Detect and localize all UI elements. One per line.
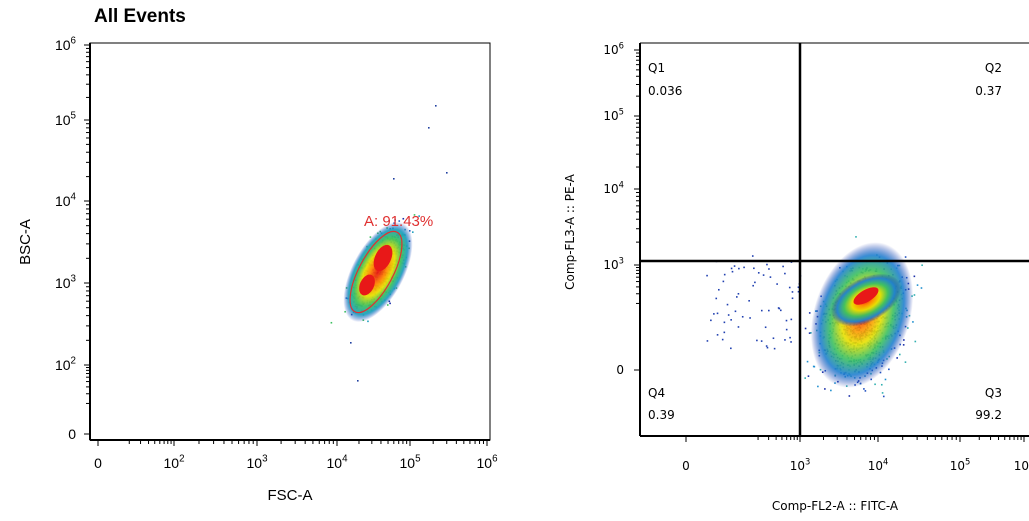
chart-2-y-tick-label: 103 [603,256,624,272]
q3-name: Q3 [985,386,1002,400]
chart-1-plot-frame [89,42,491,441]
chart-1-y-tick-label: 105 [55,111,77,128]
chart-2-x-tick-label: 105 [950,457,971,473]
chart-2: 0 103 104 105 106 0 103 104 105 106 Q1 0.036 Q2 0… [563,41,1029,513]
chart-1-x-tick-label: 106 [476,454,498,471]
chart-2-density-core [853,287,879,305]
chart-2-y-tick-label: 104 [603,180,624,196]
q4-value: 0.39 [648,408,675,422]
chart-1-y-tick-label: 0 [68,426,76,442]
chart-1-density-outer [343,221,413,323]
chart-1-title: All Events [94,6,186,27]
chart-1-gate-label[interactable]: A: 91.43% [364,213,433,230]
chart-2-y-tick-label: 105 [603,107,624,123]
chart-1-y-label: BSC-A [17,219,34,265]
chart-2-y-tick-label: 106 [603,41,624,57]
chart-1-x-label: FSC-A [268,487,313,504]
chart-2-x-tick-label: 0 [682,459,690,473]
chart-1-density-cluster [330,105,448,382]
chart-2-x-tick-label: 106 [1014,457,1029,473]
chart-1-density-core1 [373,244,393,272]
chart-1-density-core2 [359,274,375,296]
q1-name: Q1 [648,61,665,75]
chart-1-x-tick-label: 105 [399,454,421,471]
chart-1-x-tick-label: 103 [246,454,268,471]
chart-2-y-tick-label: 0 [616,363,624,377]
chart-2-x-label: Comp-FL2-A :: FITC-A [772,499,899,513]
chart-1-y-tick-label: 102 [55,356,76,373]
chart-2-ticks: 0 103 104 105 106 0 103 104 105 106 [603,41,1029,473]
chart-1-y-tick-label: 104 [55,192,77,209]
q3-value: 99.2 [975,408,1002,422]
chart-1-x-tick-label: 102 [163,454,184,471]
q4-name: Q4 [648,386,665,400]
chart-2-x-tick-label: 104 [868,457,889,473]
q1-value: 0.036 [648,84,682,98]
chart-2-x-tick-label: 103 [790,457,811,473]
chart-1-ticks: 0 102 103 104 105 106 0 102 103 104 105 106 [55,36,498,471]
chart-2-y-label: Comp-FL3-A :: PE-A [563,173,577,289]
chart-2-density-cluster [706,236,923,398]
chart-1-gate-ellipse[interactable] [340,224,412,319]
chart-1-y-tick-label: 103 [55,274,77,291]
chart-1-x-tick-label: 0 [94,455,102,471]
chart-1-x-tick-label: 104 [326,454,348,471]
q2-name: Q2 [985,61,1002,75]
chart-1: All Events 0 102 103 104 105 106 0 102 103 104 105… [17,6,498,504]
q2-value: 0.37 [975,84,1002,98]
chart-1-y-tick-label: 106 [55,36,77,53]
